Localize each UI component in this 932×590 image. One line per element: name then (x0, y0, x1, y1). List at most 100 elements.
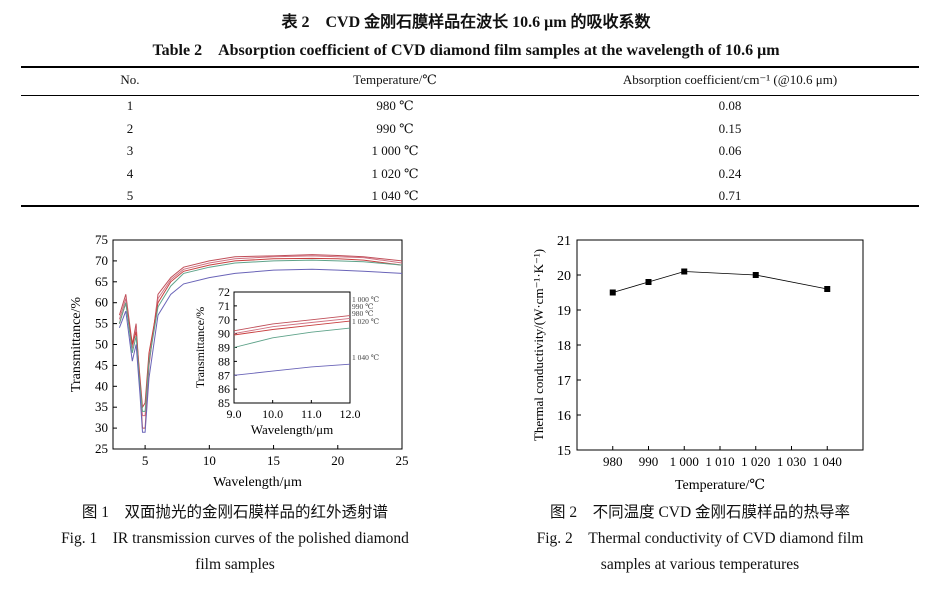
fig1-inset-y-tick-label: 90 (218, 327, 230, 341)
fig2-x-axis-label: Temperature/℃ (675, 478, 765, 493)
fig1-inset-series-line (233, 327, 351, 348)
fig1-y-axis-label: Transmittance/% (69, 297, 84, 392)
fig1-y-tick-label: 70 (95, 253, 108, 268)
fig1-inset-y-tick-label: 70 (218, 313, 230, 327)
fig1-x-tick-label: 20 (331, 453, 344, 468)
fig2-series-line (612, 271, 828, 293)
fig2-x-tick-label: 990 (639, 454, 659, 469)
fig1-caption-cn: 图 1 双面抛光的金刚石膜样品的红外透射谱 (81, 504, 389, 521)
fig1-inset-series-line (233, 363, 351, 376)
table-cell-no: 4 (126, 165, 134, 181)
table-bottom-rule (21, 205, 919, 207)
fig2-data-point (824, 286, 831, 292)
fig1-caption-en-line2: film samples (195, 556, 275, 573)
fig1-series-line (118, 254, 403, 429)
table-cell-no: 2 (126, 120, 134, 136)
table-cell-no: 1 (126, 98, 134, 113)
fig2-y-tick-label: 19 (557, 304, 571, 319)
table-cell-temperature: 990 ℃ (376, 120, 414, 136)
fig1-series-line (118, 268, 403, 433)
fig1-x-tick-label: 10 (203, 453, 216, 468)
ir-transmission-chart: 25 30 35 40 45 50 55 60 65 70 75 5 10 15 20 25 Wavelengt… (69, 232, 409, 490)
fig1-x-tick-label: 15 (267, 453, 280, 468)
fig1-y-tick-label: 30 (95, 420, 108, 435)
fig1-y-tick-label: 55 (95, 316, 108, 331)
fig2-y-tick-label: 17 (557, 374, 571, 389)
fig1-caption-en-line1: Fig. 1 IR transmission curves of the pol… (61, 530, 409, 547)
table-header-temperature: Temperature/℃ (353, 72, 437, 87)
fig2-x-tick-label: 1 010 (705, 454, 734, 469)
fig1-inset-frame (233, 291, 351, 404)
table-cell-absorption: 0.71 (718, 188, 742, 203)
fig2-x-tick-label: 980 (603, 454, 623, 469)
fig1-x-tick-label: 5 (142, 453, 149, 468)
fig2-y-tick-label: 16 (557, 409, 571, 424)
fig1-y-tick-label: 60 (95, 295, 108, 310)
fig1-y-tick-label: 35 (95, 399, 108, 414)
fig1-inset-x-tick-label: 10.0 (262, 407, 283, 421)
fig1-inset-legend-label: 1 000 ℃ (352, 295, 379, 304)
table-cell-no: 5 (126, 188, 134, 203)
fig1-inset-y-tick-label: 72 (218, 285, 230, 299)
fig1-y-tick-label: 40 (95, 378, 108, 393)
fig2-y-tick-label: 18 (557, 339, 571, 354)
table-top-rule (21, 66, 919, 68)
fig1-inset-y-tick-label: 88 (218, 354, 230, 368)
fig2-data-point (645, 279, 652, 285)
thermal-conductivity-chart: 15 16 17 18 19 20 21 980 990 1 000 1 010 1 020 1 030… (531, 234, 864, 493)
fig1-x-axis-label: Wavelength/μm (213, 475, 302, 490)
fig1-inset-legend-label: 1 040 ℃ (352, 353, 379, 362)
fig1-series-line (118, 257, 403, 409)
table-cell-temperature: 1 040 ℃ (371, 188, 419, 203)
fig1-inset-y-tick-label: 71 (218, 299, 230, 313)
fig1-inset-y-axis-label: Transmittance/% (193, 307, 207, 389)
fig1-inset-series-line (233, 315, 351, 332)
fig1-inset-x-tick-label: 11.0 (301, 407, 322, 421)
fig2-x-tick-label: 1 000 (670, 454, 699, 469)
table-cell-absorption: 0.08 (718, 98, 742, 113)
table-header-rule (21, 95, 919, 96)
fig1-x-tick-label: 25 (396, 453, 409, 468)
fig2-data-point (752, 272, 759, 278)
fig1-y-tick-label: 45 (95, 357, 108, 372)
fig2-data-point (681, 268, 688, 275)
fig2-data-point (609, 289, 616, 296)
fig1-y-tick-label: 25 (95, 441, 108, 456)
fig2-caption-en-line1: Fig. 2 Thermal conductivity of CVD diamo… (536, 530, 864, 547)
table-cell-temperature: 1 020 ℃ (371, 165, 419, 181)
fig1-series-line (118, 255, 403, 417)
fig2-x-tick-label: 1 040 (813, 454, 842, 469)
fig1-inset-x-tick-label: 9.0 (227, 407, 242, 421)
table-header-absorption: Absorption coefficient/cm⁻¹ (@10.6 μm) (622, 72, 838, 87)
table-cell-temperature: 980 ℃ (376, 98, 414, 113)
fig1-y-tick-label: 65 (95, 274, 108, 289)
fig1-inset-series-line (233, 317, 351, 335)
fig1-inset-x-tick-label: 12.0 (340, 407, 361, 421)
table-cell-absorption: 0.06 (718, 143, 742, 158)
fig2-caption-cn: 图 2 不同温度 CVD 金刚石膜样品的热导率 (549, 504, 851, 521)
fig2-y-tick-label: 21 (557, 234, 571, 249)
fig1-inset-y-tick-label: 89 (218, 341, 230, 355)
table-cell-no: 3 (126, 143, 134, 158)
fig2-caption-en-line2: samples at various temperatures (600, 556, 800, 573)
fig2-plot-frame (576, 239, 864, 451)
table-header-no: No. (120, 72, 140, 87)
fig1-inset-x-axis-label: Wavelength/μm (251, 422, 333, 437)
table-cell-temperature: 1 000 ℃ (371, 143, 419, 158)
fig1-inset-legend-label: 1 020 ℃ (352, 317, 379, 326)
table-cell-absorption: 0.15 (718, 120, 742, 136)
fig2-y-axis-label: Thermal conductivity/(W·cm⁻¹·K⁻¹) (531, 249, 546, 441)
fig1-inset-y-tick-label: 86 (218, 382, 230, 396)
table-title-en: Table 2 Absorption coefficient of CVD di… (152, 42, 780, 59)
fig1-inset-legend-label: 980 ℃ (352, 309, 374, 318)
fig1-y-tick-label: 75 (95, 232, 108, 247)
fig2-y-tick-label: 15 (557, 444, 571, 459)
fig1-y-tick-label: 50 (95, 337, 108, 352)
fig2-x-tick-label: 1 020 (741, 454, 770, 469)
fig1-inset-y-tick-label: 85 (218, 396, 230, 410)
fig2-x-tick-label: 1 030 (777, 454, 806, 469)
fig1-inset-y-tick-label: 87 (218, 368, 230, 382)
table-cell-absorption: 0.24 (718, 165, 742, 181)
fig1-series-line (118, 259, 403, 412)
fig1-inset-legend-label: 990 ℃ (352, 302, 374, 311)
